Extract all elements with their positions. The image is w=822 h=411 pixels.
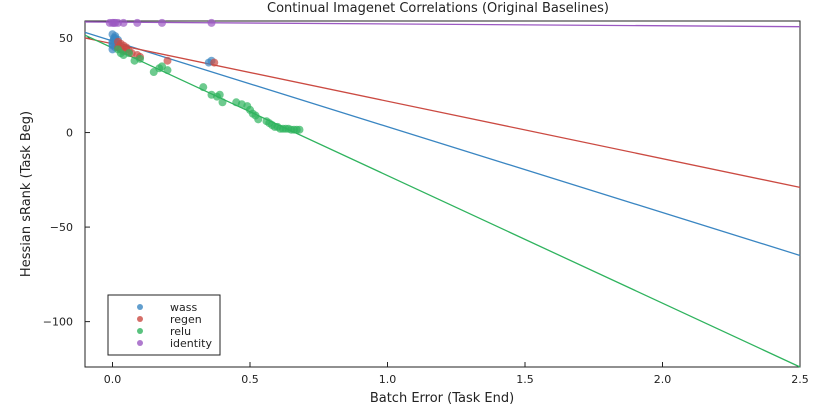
x-tick-label: 0.0 [104, 373, 122, 386]
legend-marker-wass [137, 304, 143, 310]
y-tick-label: 50 [59, 32, 73, 45]
point-identity [119, 18, 128, 27]
point-wass [108, 30, 117, 39]
point-relu [295, 125, 304, 134]
fit-line-regen [84, 37, 801, 189]
y-tick-label: 0 [66, 127, 73, 140]
point-relu [199, 83, 208, 92]
data-points [105, 18, 304, 134]
y-tick-label: −100 [43, 316, 73, 329]
legend-box [107, 294, 221, 356]
point-identity [158, 18, 166, 27]
point-regen [210, 58, 219, 67]
x-tick-label: 0.5 [241, 373, 259, 386]
x-tick-label: 1.0 [379, 373, 397, 386]
point-relu [215, 90, 224, 99]
y-axis: −100 −50 0 50 [43, 32, 90, 329]
x-tick-label: 2.0 [654, 373, 672, 386]
point-relu [125, 49, 133, 58]
x-axis: 0.0 0.5 1.0 1.5 2.0 2.5 [104, 362, 809, 386]
fit-line-wass [84, 31, 801, 257]
chart-title: Continual Imagenet Correlations (Origina… [267, 1, 609, 16]
legend-marker-identity [137, 340, 143, 346]
y-tick-label: −50 [50, 221, 73, 234]
point-relu [136, 54, 144, 63]
legend-label-regen: regen [170, 313, 202, 326]
y-axis-label: Hessian sRank (Task Beg) [19, 111, 34, 277]
point-regen [163, 56, 172, 65]
x-axis-label: Batch Error (Task End) [370, 391, 514, 406]
plot-frame [84, 20, 801, 368]
point-relu [254, 115, 263, 124]
legend-label-identity: identity [170, 337, 212, 350]
point-relu [218, 98, 227, 107]
legend-label-wass: wass [170, 301, 197, 314]
legend-marker-regen [137, 316, 143, 322]
point-identity [133, 18, 142, 27]
x-tick-label: 2.5 [791, 373, 809, 386]
legend-marker-relu [137, 328, 143, 334]
fit-line-identity [84, 21, 801, 28]
legend-label-relu: relu [170, 325, 191, 338]
point-relu [163, 66, 172, 75]
point-identity [207, 18, 216, 27]
point-identity [114, 18, 122, 27]
x-tick-label: 1.5 [516, 373, 534, 386]
